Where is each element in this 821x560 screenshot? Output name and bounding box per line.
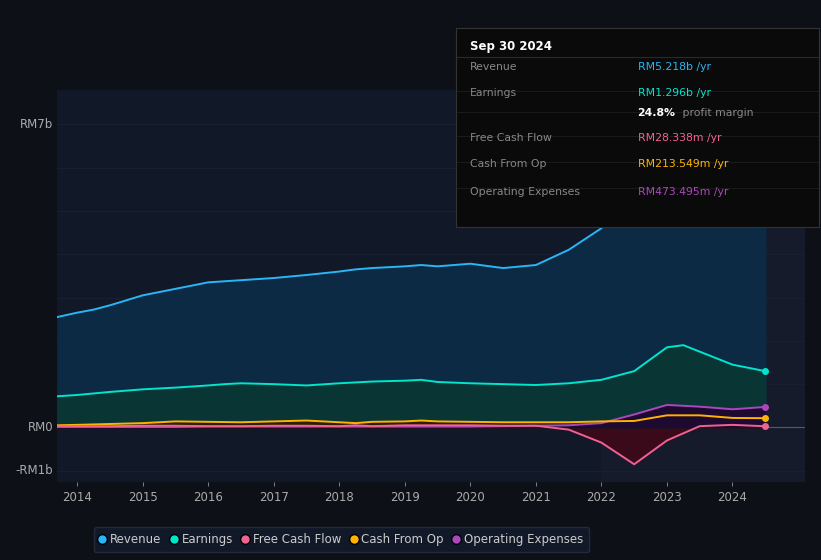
Text: Operating Expenses: Operating Expenses (470, 187, 580, 197)
Text: RM0: RM0 (28, 421, 53, 434)
Text: profit margin: profit margin (679, 108, 754, 118)
Text: -RM1b: -RM1b (16, 464, 53, 477)
Text: RM5.218b /yr: RM5.218b /yr (638, 62, 710, 72)
Text: RM28.338m /yr: RM28.338m /yr (638, 133, 721, 143)
Text: Sep 30 2024: Sep 30 2024 (470, 40, 553, 53)
Text: RM213.549m /yr: RM213.549m /yr (638, 159, 728, 169)
Text: RM7b: RM7b (21, 118, 53, 130)
Text: Cash From Op: Cash From Op (470, 159, 547, 169)
Bar (602, 90, 805, 482)
Legend: Revenue, Earnings, Free Cash Flow, Cash From Op, Operating Expenses: Revenue, Earnings, Free Cash Flow, Cash … (94, 528, 589, 552)
Text: Earnings: Earnings (470, 87, 517, 97)
Text: Free Cash Flow: Free Cash Flow (470, 133, 552, 143)
Text: RM473.495m /yr: RM473.495m /yr (638, 187, 728, 197)
Text: 24.8%: 24.8% (638, 108, 676, 118)
Text: RM1.296b /yr: RM1.296b /yr (638, 87, 710, 97)
Text: Revenue: Revenue (470, 62, 518, 72)
